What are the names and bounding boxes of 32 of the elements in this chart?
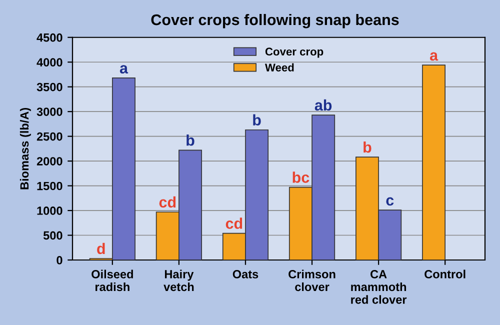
y-tick-label: 500 bbox=[43, 231, 62, 240]
data-label: a bbox=[120, 65, 128, 74]
data-label: d bbox=[97, 242, 105, 254]
legend-label: Weed bbox=[264, 63, 294, 72]
data-label: bc bbox=[292, 172, 310, 183]
data-label: a bbox=[430, 52, 438, 61]
data-label: ab bbox=[314, 99, 332, 111]
y-tick-label: 3000 bbox=[36, 108, 62, 116]
x-tick-label: Control bbox=[424, 270, 466, 278]
data-label: cd bbox=[159, 196, 176, 208]
data-label: b bbox=[364, 141, 372, 153]
x-tick-label: Oilseed radish bbox=[92, 270, 133, 292]
x-tick-label: Oats bbox=[232, 270, 258, 278]
y-tick-label: 4000 bbox=[36, 58, 62, 67]
y-tick-label: 1500 bbox=[37, 182, 62, 190]
x-tick-label: Hairy vetch bbox=[164, 270, 194, 292]
y-tick-label: 0 bbox=[56, 256, 62, 264]
data-label: c bbox=[386, 197, 394, 206]
data-label: cd bbox=[226, 218, 242, 229]
y-tick-label: 3500 bbox=[36, 82, 62, 92]
chart-title: Cover crops following snap beans bbox=[151, 14, 399, 28]
data-label: b bbox=[186, 134, 194, 146]
legend-label: Cover crop bbox=[265, 48, 324, 58]
x-tick-label: CA mammoth red clover bbox=[351, 270, 407, 304]
data-label: b bbox=[253, 114, 261, 126]
y-tick-label: 1000 bbox=[37, 206, 62, 215]
bar bbox=[422, 64, 446, 260]
y-tick-label: 2500 bbox=[36, 132, 62, 141]
x-tick-label: Crimson clover bbox=[288, 270, 336, 292]
y-tick-label: 2000 bbox=[36, 157, 62, 166]
y-axis-title: Biomass (lb/A) bbox=[20, 108, 31, 190]
y-tick-label: 4500 bbox=[36, 33, 62, 42]
